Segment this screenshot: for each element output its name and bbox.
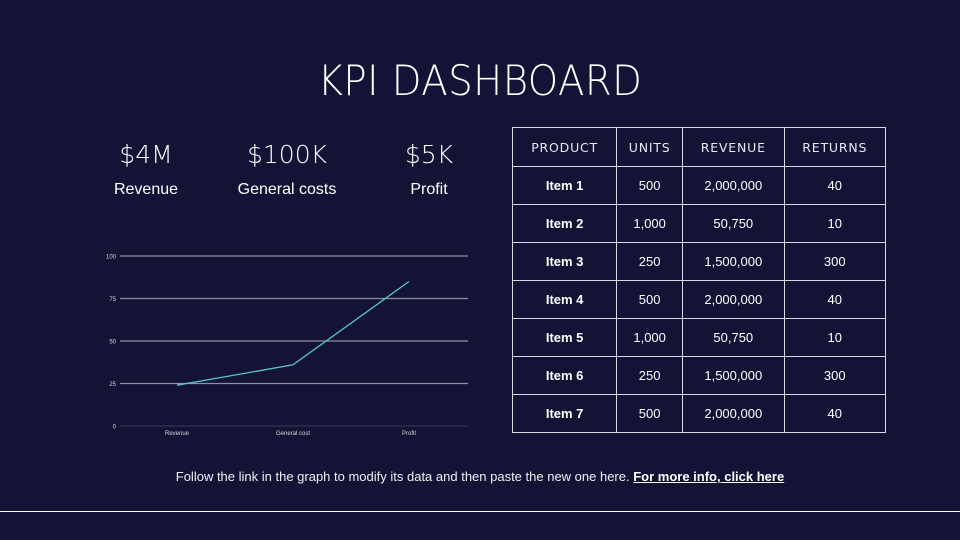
cell-revenue: 2,000,000 xyxy=(682,166,785,205)
cell-returns: 10 xyxy=(783,204,887,243)
line-chart[interactable]: 0 25 50 75 100 Revenue General cost Profit xyxy=(90,245,480,445)
kpi-label: General costs xyxy=(237,181,337,198)
cell-units: 500 xyxy=(616,280,684,319)
table-row: Item 5 1,000 50,750 10 xyxy=(511,318,887,357)
x-tick-label: Profit xyxy=(402,431,416,437)
cell-product: Item 4 xyxy=(511,280,618,319)
x-tick-label: General cost xyxy=(276,431,310,437)
y-tick-label: 50 xyxy=(109,340,116,346)
cell-product: Item 3 xyxy=(511,242,618,281)
footer-divider xyxy=(0,511,960,512)
cell-units: 1,000 xyxy=(616,204,684,243)
cell-revenue: 1,500,000 xyxy=(682,242,785,281)
product-table: PRODUCT UNITS REVENUE RETURNS Item 1 500… xyxy=(511,127,887,433)
kpi-label: Revenue xyxy=(113,181,179,198)
table-row: Item 4 500 2,000,000 40 xyxy=(511,280,887,319)
kpi-value: $5K xyxy=(404,140,454,169)
cell-returns: 40 xyxy=(783,280,887,319)
y-tick-label: 25 xyxy=(109,382,116,388)
y-tick-label: 75 xyxy=(109,297,116,303)
cell-units: 250 xyxy=(616,356,684,395)
chart-canvas: 0 25 50 75 100 Revenue General cost Profit xyxy=(106,255,468,437)
cell-units: 1,000 xyxy=(616,318,684,357)
cell-returns: 10 xyxy=(783,318,887,357)
footer-note: Follow the link in the graph to modify i… xyxy=(0,469,960,484)
y-tick-label: 100 xyxy=(106,255,117,261)
cell-returns: 40 xyxy=(783,166,887,205)
kpi-revenue: $4M Revenue xyxy=(66,140,226,199)
header-returns: RETURNS xyxy=(783,127,887,167)
cell-product: Item 1 xyxy=(511,166,618,205)
kpi-label: Profit xyxy=(410,181,448,198)
kpi-value: $4M xyxy=(119,140,173,169)
more-info-link[interactable]: For more info, click here xyxy=(633,469,785,484)
cell-units: 500 xyxy=(616,394,684,433)
cell-units: 500 xyxy=(616,166,684,205)
cell-revenue: 2,000,000 xyxy=(682,280,785,319)
cell-product: Item 7 xyxy=(511,394,618,433)
footer-note-text: Follow the link in the graph to modify i… xyxy=(175,469,634,484)
page-title: KPI DASHBOARD xyxy=(317,56,643,105)
cell-product: Item 5 xyxy=(511,318,618,357)
cell-product: Item 2 xyxy=(511,204,618,243)
cell-returns: 300 xyxy=(783,356,887,395)
x-tick-label: Revenue xyxy=(165,431,190,437)
cell-returns: 300 xyxy=(783,242,887,281)
table-row: Item 7 500 2,000,000 40 xyxy=(511,394,887,433)
header-units: UNITS xyxy=(616,127,684,167)
cell-revenue: 50,750 xyxy=(682,318,785,357)
cell-product: Item 6 xyxy=(511,356,618,395)
kpi-general-costs: $100K General costs xyxy=(207,140,367,199)
header-product: PRODUCT xyxy=(511,127,618,167)
table-header-row: PRODUCT UNITS REVENUE RETURNS xyxy=(511,127,887,167)
kpi-value: $100K xyxy=(246,140,328,169)
cell-revenue: 2,000,000 xyxy=(682,394,785,433)
kpi-profit: $5K Profit xyxy=(349,140,509,199)
table-row: Item 1 500 2,000,000 40 xyxy=(511,166,887,205)
y-tick-label: 0 xyxy=(113,425,117,431)
cell-revenue: 1,500,000 xyxy=(682,356,785,395)
table-row: Item 2 1,000 50,750 10 xyxy=(511,204,887,243)
cell-units: 250 xyxy=(616,242,684,281)
data-line xyxy=(176,280,410,386)
cell-revenue: 50,750 xyxy=(682,204,785,243)
table-row: Item 6 250 1,500,000 300 xyxy=(511,356,887,395)
header-revenue: REVENUE xyxy=(682,127,785,167)
cell-returns: 40 xyxy=(783,394,887,433)
table-row: Item 3 250 1,500,000 300 xyxy=(511,242,887,281)
